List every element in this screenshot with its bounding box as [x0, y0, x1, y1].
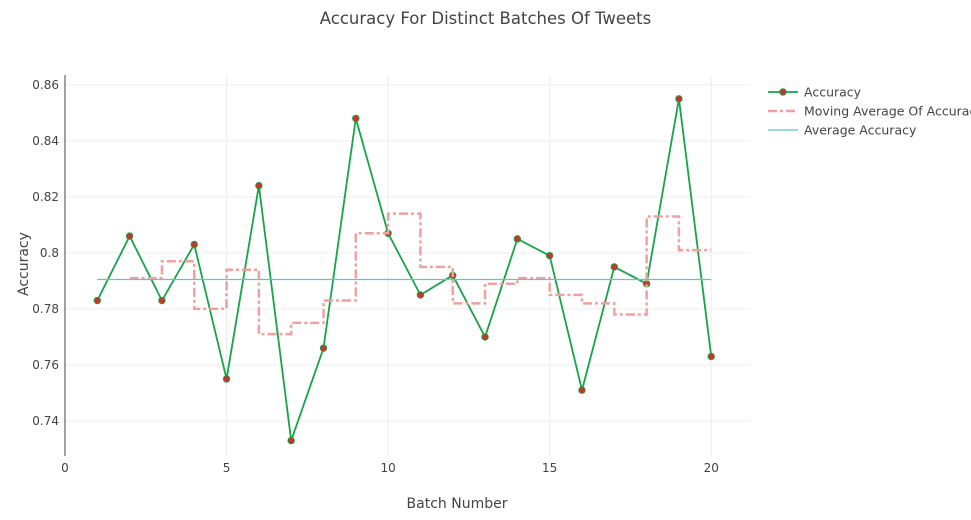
y-tick-label: 0.8 [40, 246, 59, 260]
y-tick-label: 0.74 [32, 414, 59, 428]
accuracy-point [352, 114, 360, 123]
accuracy-point [125, 232, 134, 240]
accuracy-point [610, 263, 618, 271]
legend-item[interactable]: Average Accuracy [768, 123, 917, 138]
accuracy-point [513, 235, 522, 243]
x-tick-label: 0 [61, 461, 69, 475]
accuracy-point [222, 375, 231, 383]
accuracy-point [93, 296, 102, 305]
x-tick-label: 5 [223, 461, 231, 475]
y-tick-label: 0.84 [32, 134, 59, 148]
accuracy-point [545, 251, 554, 260]
legend-label: Accuracy [804, 85, 862, 100]
series-layer [93, 95, 715, 445]
moving-average-line [129, 212, 712, 336]
accuracy-point [578, 386, 586, 394]
x-tick-label: 15 [542, 461, 557, 475]
accuracy-point [707, 352, 715, 361]
series-accuracy [93, 95, 715, 445]
series-moving-average-of-accuracy [129, 212, 712, 336]
axes: 0.74 0.76 0.78 0.8 0.82 0.84 0.86 0 5 10 15 20 [32, 75, 719, 475]
legend-item[interactable]: Moving Average Of Accuracy [768, 104, 971, 119]
x-tick-label: 20 [704, 461, 719, 475]
x-tick-label: 10 [380, 461, 395, 475]
accuracy-point [287, 436, 295, 445]
legend-item[interactable]: Accuracy [768, 85, 862, 100]
accuracy-point [319, 344, 328, 352]
legend[interactable]: Accuracy Moving Average Of Accuracy Averag… [768, 85, 971, 138]
y-tick-label: 0.86 [32, 78, 59, 92]
accuracy-point [416, 291, 425, 299]
accuracy-line [96, 98, 713, 441]
x-axis-label: Batch Number [406, 496, 508, 512]
accuracy-point [481, 333, 489, 341]
y-tick-label: 0.78 [32, 302, 59, 316]
grid-lines [65, 75, 750, 456]
y-tick-label: 0.82 [32, 190, 59, 204]
accuracy-point [675, 95, 683, 103]
accuracy-point [255, 181, 263, 190]
legend-label: Average Accuracy [804, 123, 917, 138]
y-tick-label: 0.76 [32, 358, 59, 372]
chart-title: Accuracy For Distinct Batches Of Tweets [319, 9, 652, 28]
accuracy-point [190, 240, 198, 249]
legend-marker [779, 88, 787, 96]
accuracy-point [158, 296, 166, 305]
legend-label: Moving Average Of Accuracy [804, 104, 971, 119]
